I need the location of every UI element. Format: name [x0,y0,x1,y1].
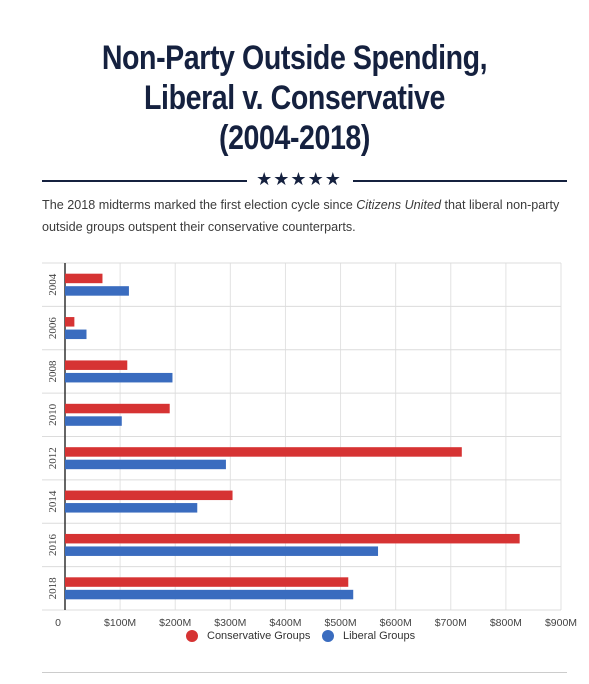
axis-labels: 0 $100M $200M $300M $400M $500M $600M $700M $800… [47,273,577,628]
title-line-1: Non-Party Outside Spending, [101,39,488,77]
bar-chart: 0 $100M $200M $300M $400M $500M $600M $700M $800… [42,262,577,628]
x-tick-label: $100M [104,617,136,628]
divider-right [353,180,567,182]
x-tick-label: $700M [435,617,467,628]
divider-left [42,180,247,182]
x-tick-label: $600M [380,617,412,628]
bar-liberal [65,329,87,340]
bar-liberal [65,546,379,556]
x-tick-label: $500M [325,617,357,628]
y-category-label: 2014 [47,490,59,513]
bar-conservative [65,490,233,501]
bar-liberal [65,459,226,470]
subtitle-italic: Citizens United [356,198,441,212]
y-category-label: 2016 [47,533,59,556]
bars [65,273,520,600]
bar-conservative [65,447,462,457]
x-tick-label: $900M [545,617,577,628]
y-category-label: 2010 [47,403,59,426]
bar-liberal [65,416,122,426]
bar-conservative [65,317,75,327]
x-tick-label: $800M [490,617,522,628]
bar-liberal [65,286,129,296]
chart-title: Non-Party Outside Spending, Liberal v. C… [47,38,542,158]
subtitle-text-end: that liberal non-party outside groups ou… [42,198,560,234]
y-category-label: 2004 [47,273,59,296]
x-tick-label: $300M [214,617,246,628]
bottom-divider [42,672,567,673]
title-line-2: Liberal v. Conservative [144,79,445,117]
legend-item-liberal: Liberal Groups [322,628,415,644]
bar-liberal [65,503,198,513]
legend-swatch-conservative [186,630,198,642]
stars-ornament: ★★★★★ [256,169,342,189]
subtitle-text-start: The 2018 midterms marked the first elect… [42,198,357,212]
legend-item-conservative: Conservative Groups [186,628,310,644]
bar-conservative [65,360,128,370]
legend-label-liberal: Liberal Groups [343,630,416,642]
legend-swatch-liberal [322,630,334,642]
bar-liberal [65,589,354,600]
title-line-3: (2004-2018) [219,119,370,157]
y-category-label: 2012 [47,447,59,469]
x-tick-label: $400M [269,617,301,628]
x-tick-label: 0 [55,617,61,628]
x-tick-label: $200M [159,617,191,628]
y-category-label: 2018 [47,577,59,600]
bar-conservative [65,403,170,414]
bar-liberal [65,372,173,383]
y-category-label: 2006 [47,317,59,340]
y-category-label: 2008 [47,360,59,383]
bar-conservative [65,273,103,284]
legend-label-conservative: Conservative Groups [207,630,311,642]
chart-subtitle: The 2018 midterms marked the first elect… [42,194,567,238]
bar-conservative [65,533,520,544]
category-bands [42,262,561,611]
bar-conservative [65,577,349,587]
